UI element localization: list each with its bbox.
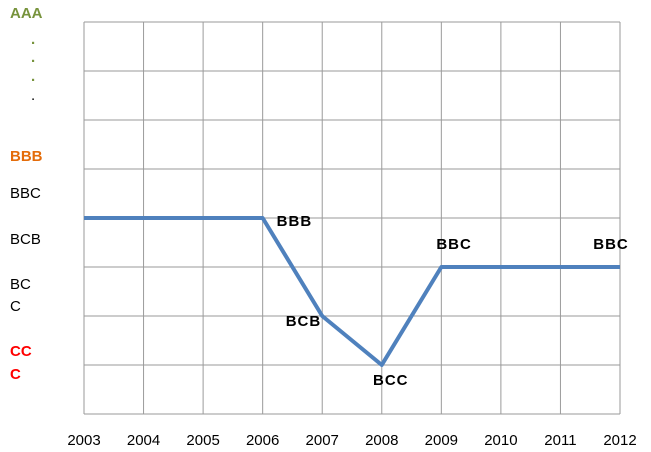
x-tick-label: 2006	[246, 432, 279, 449]
x-tick-label: 2004	[127, 432, 160, 449]
y-axis-label: .	[31, 49, 35, 66]
y-axis-label: .	[31, 68, 35, 85]
x-tick-label: 2012	[603, 432, 636, 449]
y-axis-label: BBC	[10, 185, 41, 202]
y-axis-label: BBB	[10, 148, 43, 165]
y-axis-label: C	[10, 366, 21, 383]
x-tick-label: 2003	[67, 432, 100, 449]
x-tick-label: 2007	[306, 432, 339, 449]
data-label: BCB	[286, 313, 322, 330]
x-tick-label: 2005	[186, 432, 219, 449]
y-axis-label: .	[31, 31, 35, 48]
x-tick-label: 2009	[425, 432, 458, 449]
line	[84, 216, 620, 367]
y-axis-label: C	[10, 298, 21, 315]
y-axis-label: AAA	[10, 5, 43, 22]
y-axis-label: CC	[10, 343, 32, 360]
y-axis-label: BC	[10, 276, 31, 293]
data-label: BCC	[373, 372, 409, 389]
x-tick-label: 2010	[484, 432, 517, 449]
y-axis-label: BCB	[10, 231, 41, 248]
data-label: BBB	[277, 213, 313, 230]
x-tick-label: 2011	[544, 432, 576, 449]
x-tick-label: 2008	[365, 432, 398, 449]
y-axis-label: .	[31, 87, 35, 104]
data-label: BBC	[436, 236, 472, 253]
data-label: BBC	[593, 236, 629, 253]
